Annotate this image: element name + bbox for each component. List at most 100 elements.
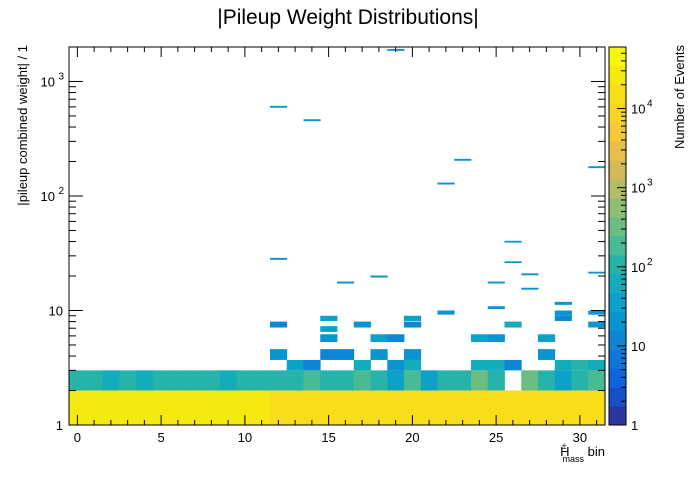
x-tick-label: 10 [238,430,252,445]
heatmap-cell [270,370,288,391]
palette-level [609,122,626,142]
heatmap-cell [521,287,539,290]
heatmap-cell [521,370,539,391]
palette-level [609,254,626,275]
palette-level [609,236,626,256]
x-tick-label: 0 [74,430,81,445]
heatmap-cell [554,359,572,371]
heatmap-cell [521,390,539,425]
palette-level [609,349,626,369]
heatmap-cell [387,390,405,425]
heatmap-cell [337,390,355,425]
heatmap-cell [253,390,271,425]
heatmap-cell [554,315,572,321]
heatmap-cell [69,390,87,425]
heatmap-cell [571,370,589,391]
heatmap-cell [270,349,288,360]
x-axis-label-sup: ± [562,441,567,451]
heatmap-cell [404,321,422,328]
heatmap-cell [353,390,371,425]
heatmap-cell [504,321,522,328]
z-axis-label: Number of Events [672,45,687,150]
heatmap-cell [471,334,489,343]
palette-level [609,368,626,388]
heatmap-cell [437,370,455,391]
heatmap-cell [588,271,606,274]
heatmap-cell [387,359,405,371]
heatmap-cell [169,390,187,425]
palette-level [609,311,626,331]
heatmap-cell [404,390,422,425]
heatmap-cell [152,390,170,425]
heatmap-cell [236,390,254,425]
heatmap-cell [538,370,556,391]
heatmap-cell [69,370,87,391]
heatmap-cell [320,370,338,391]
heatmap-cell [504,390,522,425]
heatmap-cell [320,334,338,343]
heatmap-cell [320,326,338,332]
heatmap-cell [286,390,304,425]
heatmap-cell [588,321,606,328]
heatmap-cell [454,390,472,425]
y-tick-label: 10 [49,303,63,318]
heatmap-cell [102,390,120,425]
heatmap-cell [286,359,304,371]
z-tick-label-exponent: 2 [647,257,653,268]
palette-level [609,198,626,218]
z-tick-label: 1 [631,418,638,433]
heatmap-cell [387,370,405,391]
palette-level [609,141,626,161]
heatmap-cell [504,359,522,371]
heatmap-cell [219,370,237,391]
heatmap-cell [303,119,321,122]
heatmap-cell [370,334,388,343]
x-tick-label: 15 [321,430,335,445]
heatmap-cell [387,334,405,343]
heatmap-cell [521,273,539,276]
heatmap-cell [487,306,505,310]
y-tick-label: 1 [56,418,63,433]
x-axis-label: H± mass bin [560,441,605,464]
heatmap-cell [186,390,204,425]
x-tick-label: 25 [489,430,503,445]
z-tick-label: 10 [631,260,645,275]
heatmap-cell [420,370,438,391]
heatmap-cell [370,390,388,425]
palette-level [609,65,626,86]
heatmap-cell [487,390,505,425]
heatmap-cell [454,370,472,391]
heatmap-cell [554,370,572,391]
heatmap-cell [504,261,522,264]
heatmap-cell [454,158,472,161]
heatmap-cell [353,359,371,371]
heatmap-cell [588,359,606,371]
heatmap-cell [370,275,388,278]
palette-level [609,217,626,237]
heatmap-cell [253,370,271,391]
heatmap-cells [69,49,606,425]
heatmap-cell [169,370,187,391]
heatmap-cell [337,370,355,391]
heatmap-cell [337,281,355,284]
heatmap-cell [571,359,589,371]
heatmap-cell [471,390,489,425]
heatmap-cell [538,349,556,360]
heatmap-cell [538,334,556,343]
palette-level [609,179,626,199]
x-tick-label: 30 [573,430,587,445]
heatmap-cell [136,390,154,425]
heatmap-cell [152,370,170,391]
heatmap-cell [102,370,120,391]
heatmap-cell [588,370,606,391]
heatmap-cell [404,370,422,391]
heatmap-cell [437,310,455,315]
chart-title: |Pileup Weight Distributions| [217,6,478,29]
y-tick-label-exponent: 3 [58,71,64,82]
heatmap-cell [270,257,288,260]
x-axis-label-main: H [560,444,569,459]
heatmap-cell [437,182,455,185]
heatmap-cell [85,390,103,425]
